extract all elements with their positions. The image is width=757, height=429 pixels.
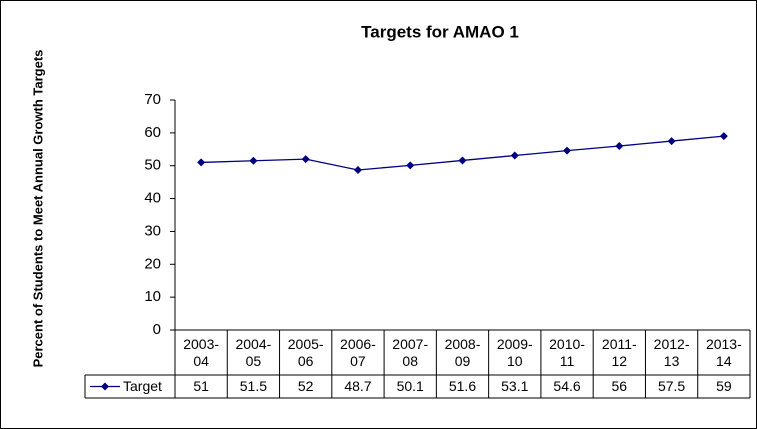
y-axis-label: Percent of Students to Meet Annual Growt… [30, 49, 46, 368]
table-value-text: 48.7 [344, 378, 372, 394]
y-tick-label: 40 [144, 190, 161, 207]
x-tick-label: 2009-10 [489, 330, 541, 375]
marker [197, 158, 206, 167]
legend-label: Target [123, 378, 162, 394]
table-value-text: 52 [297, 378, 314, 394]
marker [510, 151, 519, 160]
x-tick-label-text: 2010-11 [549, 335, 585, 369]
marker [301, 155, 310, 164]
x-tick-label: 2003-04 [175, 330, 227, 375]
x-tick-label: 2004-05 [227, 330, 279, 375]
x-tick-label-text: 2011-12 [601, 335, 637, 369]
table-value-text: 51.5 [239, 378, 268, 394]
line [201, 135, 724, 171]
table-value-text: 54.6 [553, 378, 581, 394]
marker [563, 146, 572, 155]
y-tick-label: 50 [144, 157, 161, 174]
chart-title: Targets for AMAO 1 [361, 22, 519, 41]
x-tick-label-text: 2004-05 [235, 335, 272, 369]
table-value-text: 53.1 [501, 378, 529, 394]
x-tick-label-text: 2012-13 [653, 335, 690, 369]
y-tick-label: 10 [144, 288, 161, 305]
table-value-text: 57.5 [657, 378, 686, 394]
table-value: 51 [175, 375, 227, 398]
table-value-text: 50.1 [396, 378, 424, 394]
x-tick-label-text: 2009-10 [496, 335, 533, 369]
x-tick-label: 2011-12 [593, 330, 645, 375]
marker [667, 137, 676, 146]
legend-marker [101, 382, 109, 391]
marker [353, 165, 362, 174]
x-tick-label-text: 2006-07 [340, 335, 376, 369]
x-tick-label: 2010-11 [541, 330, 593, 375]
y-tick-label: 30 [144, 222, 161, 239]
table-value-text: 56 [611, 378, 628, 394]
table-value-text: 51.6 [448, 378, 477, 394]
x-tick-label-text: 2013-14 [705, 335, 742, 369]
x-tick-label: 2007-08 [384, 330, 436, 375]
table-value: 56 [593, 375, 645, 398]
marker [719, 132, 728, 141]
table-value-text: 51 [193, 378, 209, 394]
x-tick-label: 2006-07 [332, 330, 384, 375]
y-tick-label: 70 [144, 91, 161, 108]
x-tick-label-text: 2008-09 [444, 335, 481, 369]
x-tick-label: 2013-14 [698, 330, 750, 375]
x-tick-label-text: 2007-08 [392, 335, 429, 369]
table-value: 52 [280, 375, 332, 398]
table-value: 51.5 [227, 375, 279, 398]
y-tick-label: 0 [153, 321, 161, 338]
marker [615, 142, 624, 150]
table-value: 59 [698, 375, 750, 398]
x-tick-label-text: 2005-06 [287, 335, 324, 369]
x-tick-label: 2012-13 [645, 330, 697, 375]
table-value: 57.5 [645, 375, 697, 398]
marker [458, 156, 467, 165]
y-tick-label: 20 [144, 255, 161, 272]
x-tick-label: 2008-09 [436, 330, 488, 375]
marker [249, 156, 258, 165]
y-tick-label: 60 [144, 124, 161, 141]
table-value: 50.1 [384, 375, 436, 398]
table-value-text: 59 [716, 378, 732, 394]
table-value: 48.7 [332, 375, 384, 398]
table-value: 51.6 [436, 375, 488, 398]
marker [406, 161, 415, 170]
x-tick-label: 2005-06 [280, 330, 332, 375]
table-value: 54.6 [541, 375, 593, 398]
table-value: 53.1 [489, 375, 541, 398]
x-tick-label-text: 2003-04 [183, 335, 220, 369]
